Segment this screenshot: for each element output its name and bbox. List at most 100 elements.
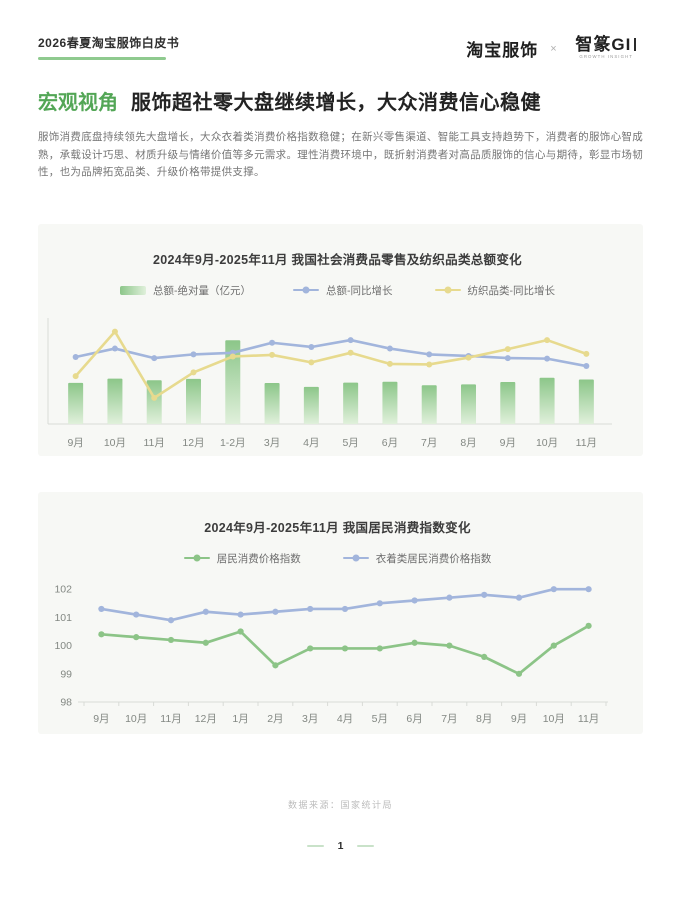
- page-header: 2026春夏淘宝服饰白皮书 淘宝服饰 × 智篆GI GROWTH INSIGHT: [38, 0, 643, 61]
- doc-title: 2026春夏淘宝服饰白皮书: [38, 36, 180, 50]
- bar: [461, 383, 476, 424]
- x-axis-label: 1月: [232, 713, 248, 725]
- zhizhuan-gi-logo: 智篆GI GROWTH INSIGHT: [569, 36, 643, 61]
- data-point: [229, 353, 236, 360]
- data-point: [585, 585, 592, 592]
- data-point: [426, 350, 433, 357]
- legend-label: 纺织品类-同比增长: [467, 284, 556, 297]
- data-point: [341, 644, 349, 652]
- logo-bar-mark: [634, 38, 637, 51]
- chart1-legend: 总额-绝对量（亿元） 总额-同比增长 纺织品类-同比增长: [46, 283, 629, 298]
- legend-label: 总额-同比增长: [326, 284, 393, 297]
- data-point: [72, 353, 79, 360]
- data-point: [307, 644, 314, 652]
- y-axis-label: 101: [54, 611, 72, 623]
- data-point: [269, 351, 276, 358]
- section-title: 服饰超社零大盘继续增长，大众消费信心稳健: [131, 92, 541, 114]
- bar: [539, 377, 555, 424]
- doc-title-block: 2026春夏淘宝服饰白皮书: [38, 34, 179, 60]
- page-number-dash-left: [306, 844, 324, 847]
- collab-x-icon: ×: [550, 42, 557, 55]
- bar: [382, 381, 398, 424]
- data-point: [347, 349, 354, 356]
- x-axis-label: 12月: [182, 437, 204, 449]
- bar: [68, 382, 84, 424]
- data-point: [98, 605, 105, 612]
- x-axis-label: 6月: [382, 437, 398, 449]
- x-axis-label: 11月: [578, 713, 599, 725]
- data-point: [585, 622, 592, 629]
- data-point: [386, 345, 393, 352]
- data-point: [151, 394, 158, 401]
- brand-logos: 淘宝服饰 × 智篆GI GROWTH INSIGHT: [466, 36, 643, 61]
- data-point: [411, 596, 418, 604]
- chart2-legend: 居民消费价格指数 衣着类居民消费价格指数: [46, 551, 629, 566]
- data-point: [376, 644, 383, 652]
- page-number-value: 1: [337, 839, 344, 852]
- chart2-title: 2024年9月-2025年11月 我国居民消费指数变化: [204, 520, 471, 535]
- x-axis-label: 11月: [160, 713, 181, 725]
- y-axis-label: 100: [54, 640, 72, 652]
- doc-title-underline: [38, 57, 166, 60]
- data-point: [347, 336, 354, 343]
- bar: [343, 382, 359, 424]
- x-axis-label: 9月: [67, 437, 83, 449]
- data-point: [504, 345, 511, 352]
- data-source-note: 数据来源：国家统计局: [287, 799, 393, 810]
- data-point: [544, 355, 551, 362]
- x-axis-label: 7月: [441, 713, 457, 725]
- x-axis-label: 4月: [303, 437, 319, 449]
- data-point: [386, 360, 393, 367]
- x-axis-label: 9月: [93, 713, 109, 725]
- bar: [225, 339, 241, 424]
- intro-section: 宏观视角 服饰超社零大盘继续增长，大众消费信心稳健 服饰消费底盘持续领先大盘增长…: [38, 90, 643, 182]
- x-axis-label: 5月: [342, 437, 358, 449]
- x-axis-label: 10月: [543, 713, 565, 725]
- chart-card-retail-textile: 2024年9月-2025年11月 我国社会消费品零售及纺织品类总额变化 总额-绝…: [38, 223, 643, 456]
- data-point: [133, 633, 140, 640]
- data-point: [202, 608, 209, 615]
- zhizhuan-gi-wordmark: 智篆GI: [575, 35, 632, 54]
- data-point: [411, 639, 418, 646]
- x-axis-label: 3月: [264, 437, 280, 449]
- data-point: [308, 358, 315, 365]
- bar: [500, 381, 516, 424]
- taobao-fashion-logo: 淘宝服饰: [466, 41, 539, 60]
- data-point: [202, 639, 209, 646]
- legend-item: 衣着类居民消费价格指数: [342, 551, 491, 566]
- data-point: [550, 642, 557, 649]
- data-point: [111, 345, 118, 352]
- x-axis-label: 8月: [460, 437, 476, 449]
- line-series: [74, 338, 588, 367]
- data-point: [544, 336, 551, 343]
- data-point: [111, 328, 118, 335]
- legend-line-marker: [342, 554, 369, 562]
- x-axis-label: 10月: [104, 437, 126, 449]
- section-tag: 宏观视角: [38, 92, 118, 114]
- data-point: [376, 599, 383, 606]
- x-axis-label: 11月: [144, 437, 165, 449]
- page-number: 1: [38, 840, 643, 852]
- data-point: [583, 362, 590, 369]
- x-axis-label: 2月: [267, 713, 283, 725]
- legend-label: 居民消费价格指数: [216, 552, 301, 565]
- x-axis-label: 10月: [536, 437, 558, 449]
- data-point: [446, 642, 453, 649]
- data-point: [133, 610, 140, 618]
- data-point: [167, 616, 175, 623]
- bar: [578, 379, 594, 424]
- x-axis-label: 9月: [500, 437, 516, 449]
- x-axis-label: 10月: [125, 713, 147, 725]
- data-point: [481, 591, 488, 598]
- data-point: [269, 339, 276, 346]
- bar: [264, 382, 280, 424]
- data-point: [167, 636, 175, 643]
- line-series: [100, 587, 590, 622]
- x-axis-label: 6月: [406, 713, 422, 725]
- data-point: [515, 670, 523, 677]
- data-point: [98, 630, 105, 637]
- legend-label: 总额-绝对量（亿元）: [153, 284, 251, 297]
- section-body: 服饰消费底盘持续领先大盘增长，大众衣着类消费价格指数稳健；在新兴零售渠道、智能工…: [38, 131, 643, 178]
- page-number-dash-right: [357, 844, 375, 847]
